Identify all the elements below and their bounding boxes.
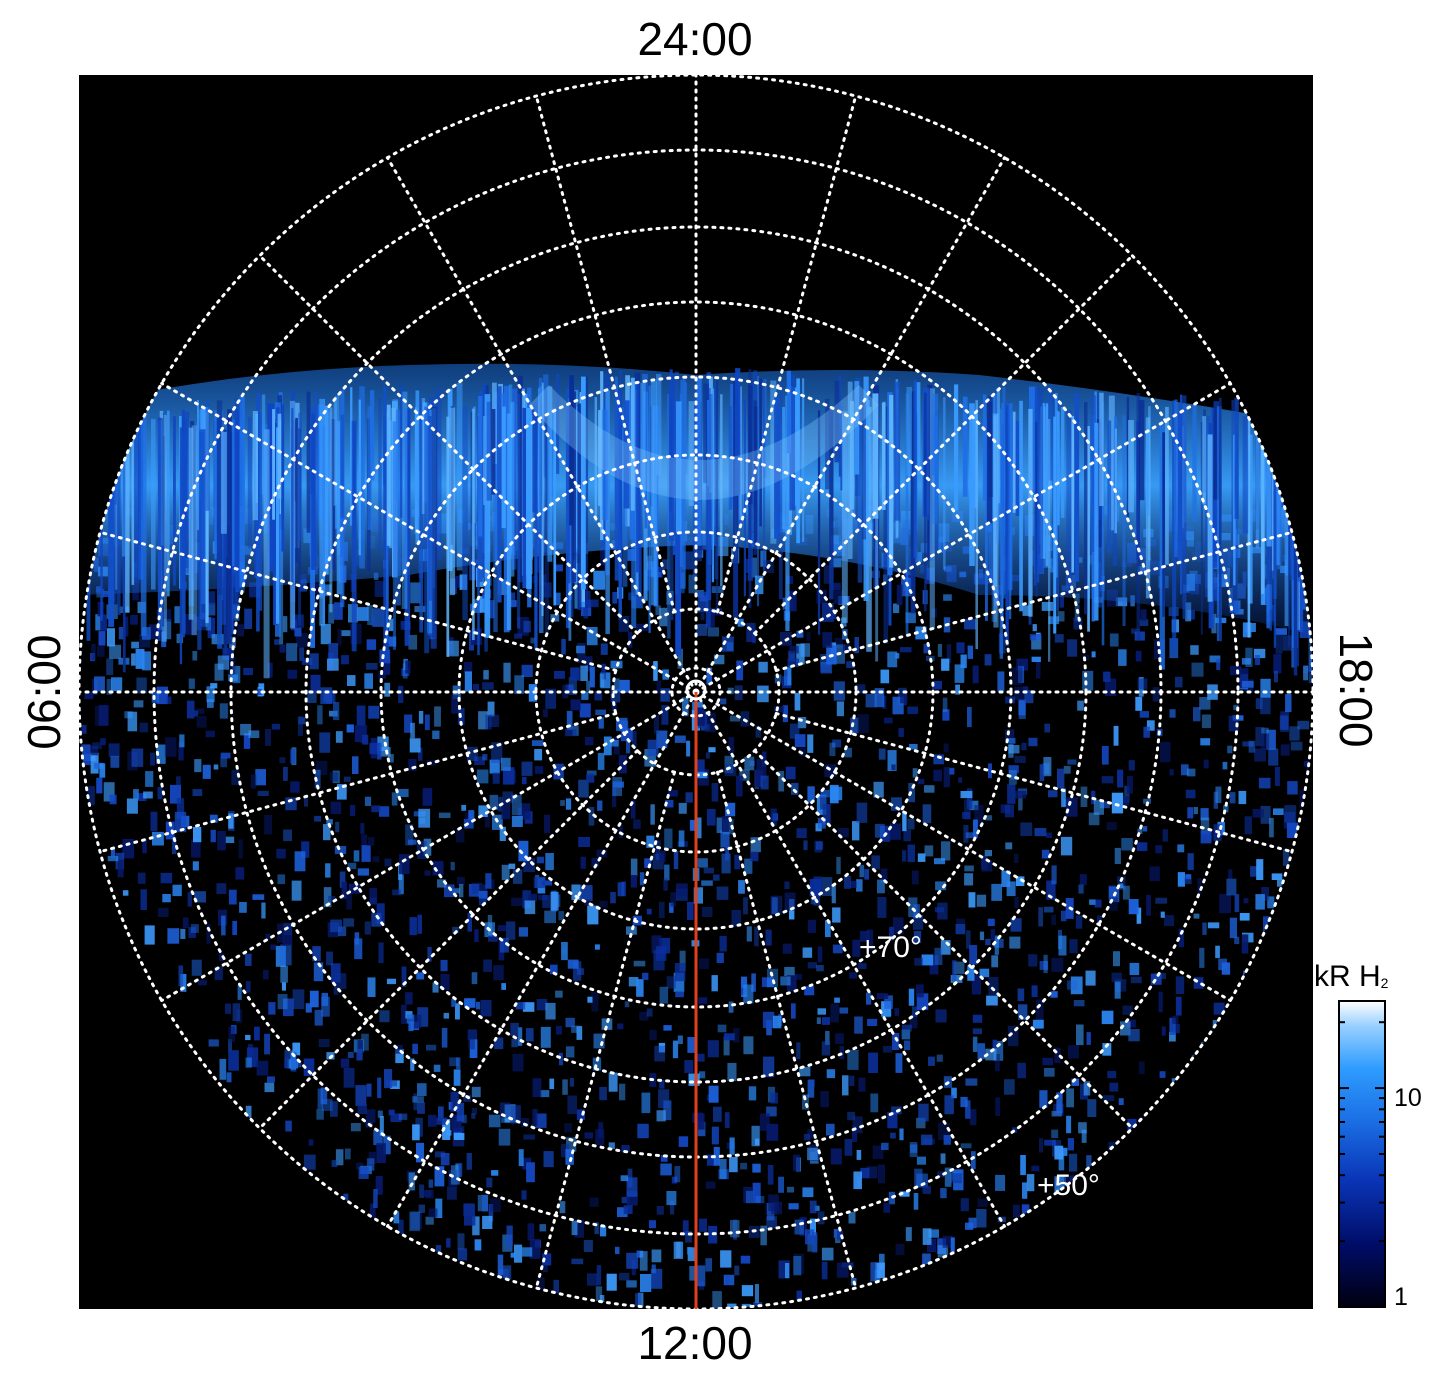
local-time-06-label: 06:00 bbox=[18, 634, 70, 750]
colorbar-title-main: kR H bbox=[1314, 960, 1381, 993]
local-time-12-label: 12:00 bbox=[637, 1317, 753, 1369]
latitude-70-label: +70° bbox=[859, 931, 922, 964]
colorbar-title: kR H2 bbox=[1314, 960, 1388, 994]
colorbar-title-subscript: 2 bbox=[1380, 975, 1389, 991]
colorbar-tick-10: 10 bbox=[1394, 1084, 1422, 1112]
local-time-24-label: 24:00 bbox=[637, 13, 753, 65]
polar-aurora-map: +70° +50° bbox=[79, 75, 1313, 1309]
pole-marker bbox=[685, 679, 707, 701]
colorbar bbox=[1338, 1000, 1386, 1308]
latitude-50-label: +50° bbox=[1037, 1169, 1100, 1202]
colorbar-tick-1: 1 bbox=[1394, 1283, 1408, 1311]
colorbar-ticks bbox=[1339, 1021, 1385, 1308]
local-time-18-label: 18:00 bbox=[1330, 632, 1382, 748]
colorbar-gradient bbox=[1338, 1000, 1386, 1308]
